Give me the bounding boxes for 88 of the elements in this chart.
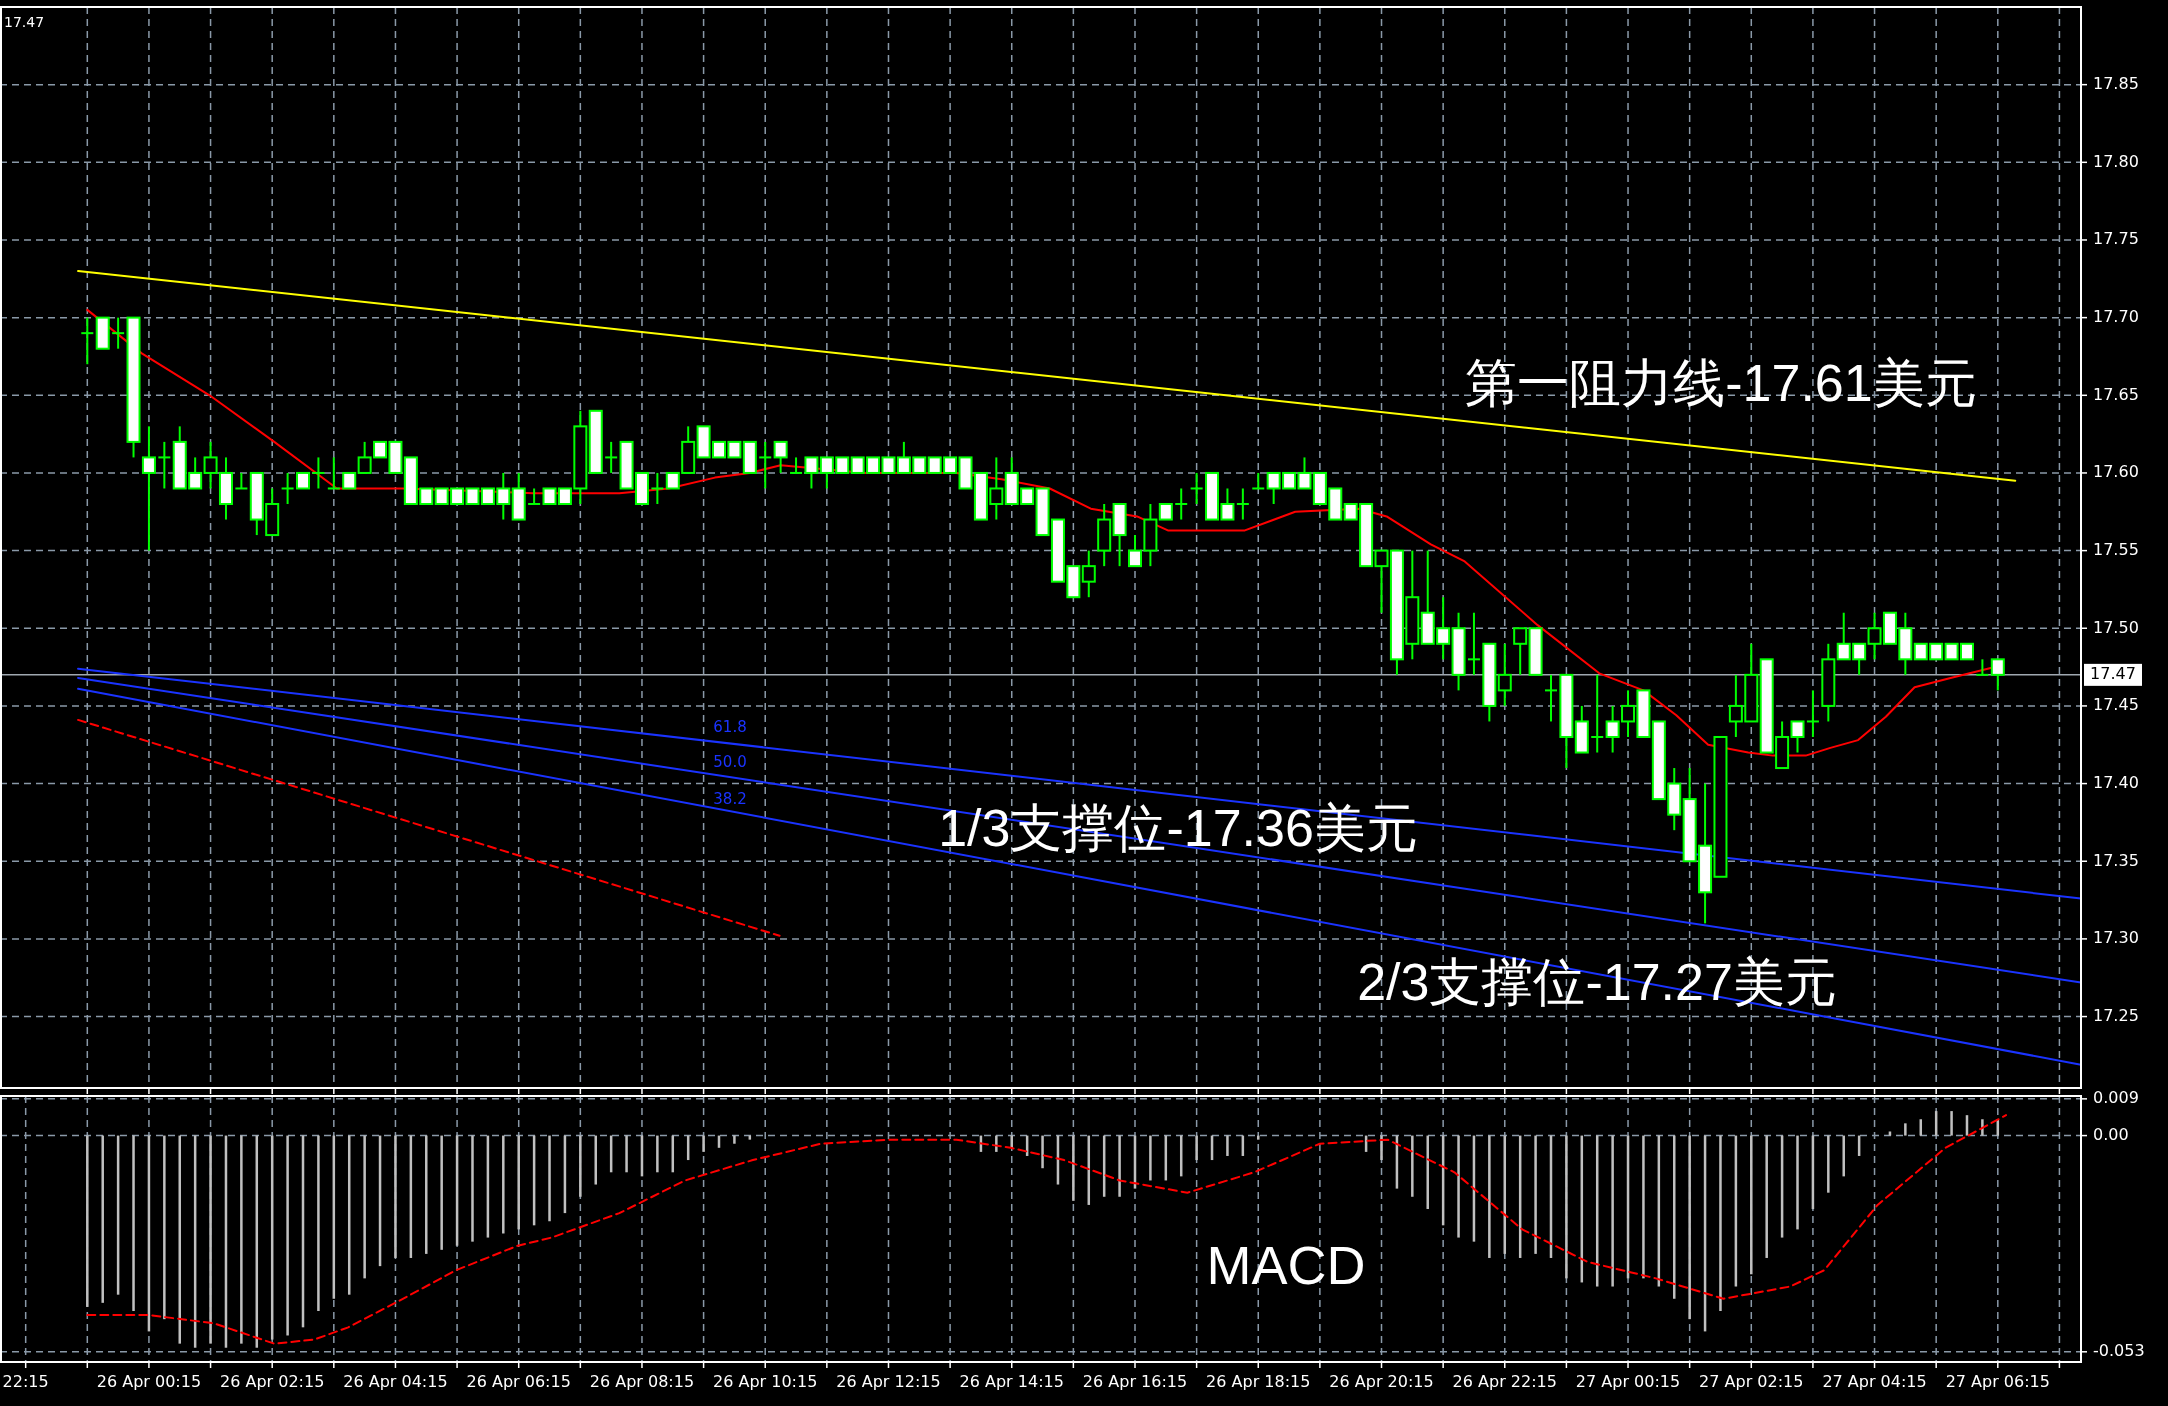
bar	[394, 1135, 397, 1258]
bar	[733, 1135, 736, 1144]
annotation: 38.2	[713, 790, 747, 808]
bar	[1257, 1135, 1260, 1140]
bar	[656, 1135, 659, 1173]
bar	[440, 1135, 443, 1250]
x-tick-label: 27 Apr 06:15	[1945, 1372, 2050, 1391]
bar	[86, 1135, 89, 1307]
y-tick-label: 0.00	[2093, 1125, 2129, 1145]
bar	[240, 1135, 243, 1344]
x-tick-label: 26 Apr 16:15	[1082, 1372, 1188, 1391]
x-tick-label: 26 Apr 14:15	[959, 1372, 1064, 1391]
annotation: MACD	[1206, 1235, 1366, 1295]
x-tick-label: 26 Apr 10:15	[713, 1372, 818, 1391]
y-tick-label: 17.80	[2093, 151, 2139, 171]
x-tick-label: 26 Apr 20:15	[1329, 1372, 1434, 1391]
x-tick-label: 26 Apr 04:15	[343, 1372, 448, 1391]
bar	[1149, 1135, 1152, 1181]
bar	[1565, 1135, 1568, 1279]
x-tick-label: 26 Apr 06:15	[466, 1372, 571, 1391]
x-tick-label: 26 Apr 00:15	[96, 1372, 202, 1391]
x-tick-label: 26 Apr 18:15	[1206, 1372, 1311, 1391]
bar	[1950, 1111, 1953, 1136]
y-tick-label: 17.35	[2093, 850, 2139, 870]
bar	[1842, 1135, 1845, 1177]
x-tick-label: 26 Apr 22:15	[1452, 1372, 1557, 1391]
annotation: 17.47	[4, 14, 45, 30]
bar	[1010, 1135, 1013, 1148]
bar	[1642, 1135, 1645, 1279]
ref-line-label: 17.47	[2090, 664, 2136, 684]
annotation: 61.8	[713, 718, 747, 736]
bar	[286, 1135, 289, 1336]
bar	[1827, 1135, 1830, 1193]
bar	[594, 1135, 597, 1185]
y-tick-label: -0.053	[2093, 1341, 2145, 1361]
bar	[1411, 1135, 1414, 1197]
bar	[1611, 1135, 1614, 1287]
x-tick-label: 26 Apr 12:15	[836, 1372, 941, 1391]
bar	[502, 1135, 505, 1234]
bar	[517, 1135, 520, 1230]
bar	[1072, 1135, 1075, 1201]
bar	[132, 1135, 135, 1311]
bar	[1118, 1135, 1121, 1197]
bar	[1226, 1135, 1229, 1156]
bar	[1719, 1135, 1722, 1311]
bar	[1688, 1135, 1691, 1320]
bar	[702, 1135, 705, 1152]
bar	[1457, 1135, 1460, 1238]
y-tick-label: 17.65	[2093, 384, 2139, 404]
x-tick-label: 27 Apr 02:15	[1699, 1372, 1804, 1391]
y-tick-label: 17.55	[2093, 540, 2139, 560]
bar	[1426, 1135, 1429, 1210]
x-tick-label: 26 Apr 08:15	[589, 1372, 695, 1391]
y-tick-label: 17.40	[2093, 773, 2139, 793]
bar	[548, 1135, 551, 1222]
bar	[425, 1135, 428, 1254]
x-tick-label: 27 Apr 00:15	[1575, 1372, 1681, 1391]
bar	[625, 1135, 628, 1173]
bar	[101, 1135, 104, 1303]
bar	[1488, 1135, 1491, 1258]
y-tick-label: 17.70	[2093, 307, 2139, 327]
x-tick-label: 26 Apr 02:15	[220, 1372, 325, 1391]
bar	[209, 1135, 212, 1344]
bar	[1380, 1135, 1383, 1161]
bar	[1750, 1135, 1753, 1275]
bar	[471, 1135, 474, 1242]
bar	[363, 1135, 366, 1279]
bar	[317, 1135, 320, 1311]
y-tick-label: 17.30	[2093, 928, 2139, 948]
bar	[1041, 1135, 1044, 1169]
bar	[163, 1135, 166, 1320]
y-tick-label: 17.50	[2093, 617, 2139, 637]
bar	[1888, 1131, 1892, 1136]
x-tick-label: 22:15	[2, 1372, 49, 1391]
x-tick-label: 27 Apr 04:15	[1822, 1372, 1927, 1391]
y-tick-label: 0.009	[2093, 1088, 2139, 1108]
bar	[1195, 1135, 1198, 1161]
y-tick-label: 17.25	[2093, 1006, 2139, 1026]
annotation: 50.0	[713, 753, 747, 771]
bar	[579, 1135, 582, 1197]
bar	[1765, 1135, 1768, 1258]
y-tick-label: 17.75	[2093, 229, 2139, 249]
bar	[1534, 1135, 1537, 1254]
y-tick-label: 17.60	[2093, 462, 2139, 482]
y-tick-label: 17.85	[2093, 74, 2139, 94]
y-tick-label: 17.45	[2093, 695, 2139, 715]
bar	[1796, 1135, 1799, 1230]
bar	[1904, 1123, 1907, 1136]
